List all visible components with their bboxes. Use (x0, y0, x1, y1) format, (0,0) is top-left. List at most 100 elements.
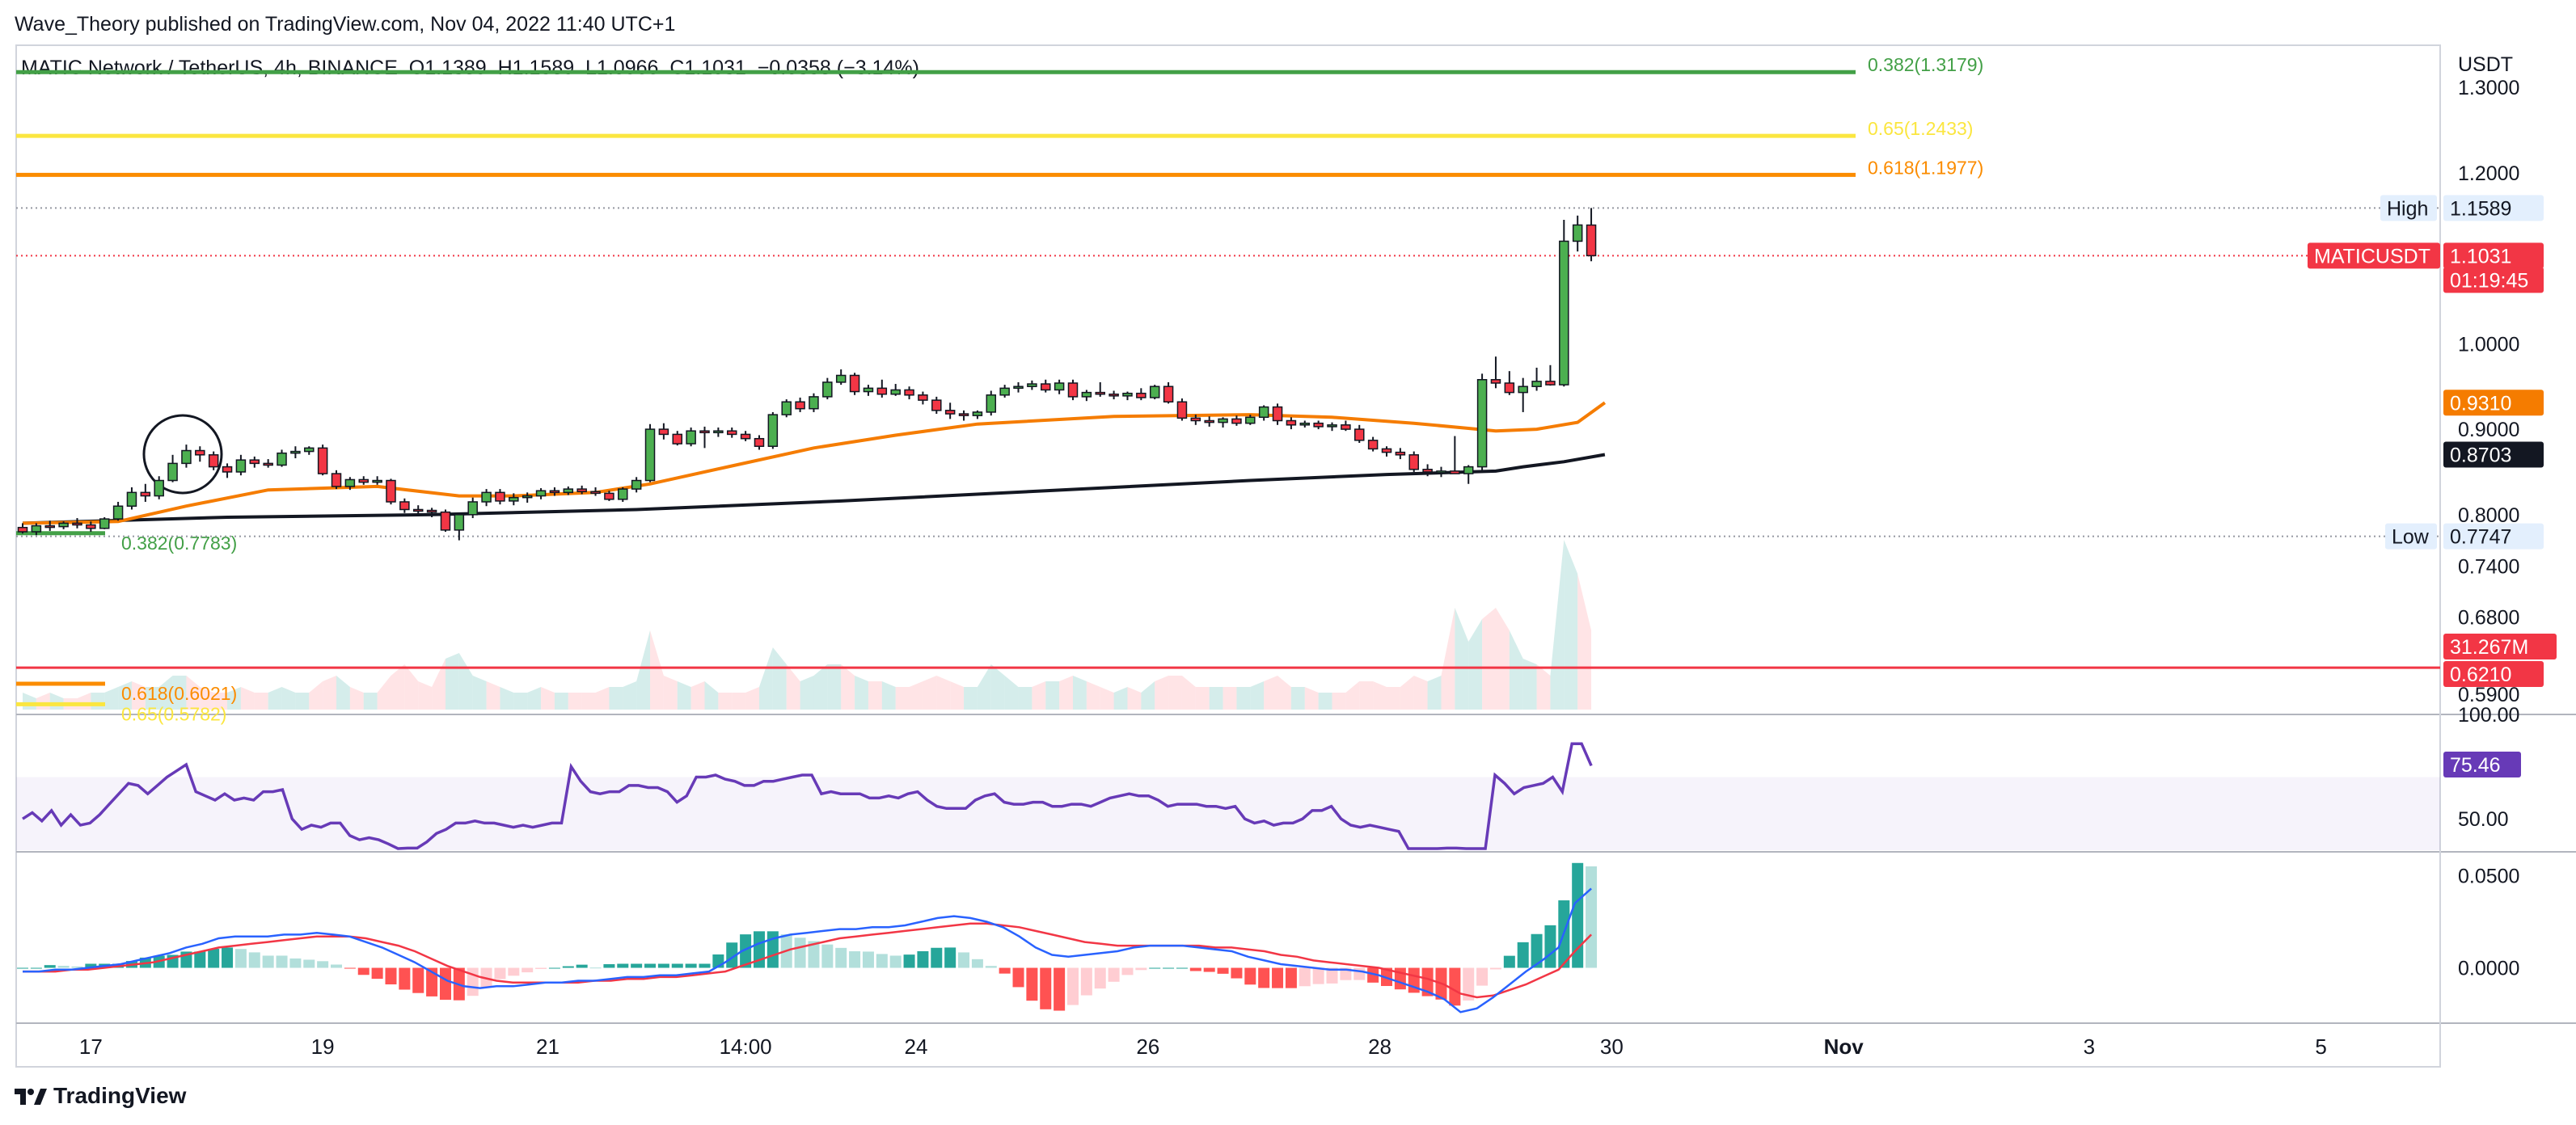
candle[interactable] (358, 476, 369, 485)
candle[interactable] (126, 487, 137, 510)
candle[interactable] (726, 427, 737, 438)
candle[interactable] (1041, 379, 1051, 393)
candle[interactable] (999, 385, 1010, 398)
candle[interactable] (1218, 417, 1228, 428)
candle[interactable] (958, 410, 969, 421)
candle[interactable] (1136, 388, 1147, 401)
candle[interactable] (1545, 364, 1556, 386)
candle[interactable] (835, 369, 847, 386)
candle[interactable] (918, 391, 928, 405)
candle[interactable] (1054, 379, 1065, 394)
candle[interactable] (740, 431, 751, 441)
candle[interactable] (1408, 451, 1419, 472)
candle[interactable] (876, 379, 888, 398)
candle[interactable] (331, 470, 342, 490)
candle[interactable] (235, 454, 247, 476)
candle[interactable] (590, 487, 601, 496)
branding[interactable]: TradingView (15, 1078, 186, 1114)
candle[interactable] (412, 505, 424, 515)
candle[interactable] (795, 397, 805, 412)
candle[interactable] (440, 509, 451, 532)
candle[interactable] (154, 476, 164, 499)
candle[interactable] (535, 488, 547, 499)
candle[interactable] (1504, 371, 1515, 395)
candle[interactable] (672, 431, 683, 446)
candle[interactable] (1272, 403, 1283, 425)
candle[interactable] (1450, 436, 1460, 474)
candle[interactable] (890, 384, 901, 396)
candle[interactable] (426, 508, 437, 517)
candle[interactable] (208, 451, 219, 470)
candle[interactable] (618, 487, 628, 502)
candle[interactable] (604, 491, 614, 501)
candle[interactable] (576, 485, 587, 495)
candle[interactable] (904, 386, 914, 400)
candle[interactable] (1027, 380, 1037, 390)
candle[interactable] (1518, 377, 1528, 412)
candle[interactable] (509, 493, 519, 506)
candle[interactable] (1095, 381, 1105, 397)
candle[interactable] (1572, 215, 1583, 252)
candle[interactable] (658, 423, 669, 440)
candle[interactable] (17, 523, 28, 534)
candle[interactable] (699, 426, 710, 449)
candle[interactable] (1231, 415, 1242, 426)
candle[interactable] (1476, 373, 1488, 470)
candle[interactable] (822, 377, 833, 400)
candle[interactable] (304, 446, 315, 455)
candle[interactable] (44, 520, 55, 531)
candle[interactable] (644, 423, 656, 482)
candle[interactable] (1586, 208, 1597, 262)
candle[interactable] (767, 411, 779, 449)
candle[interactable] (1299, 420, 1311, 428)
candle[interactable] (399, 498, 410, 513)
candle[interactable] (277, 449, 287, 467)
candle[interactable] (99, 516, 110, 529)
candle[interactable] (1395, 448, 1406, 460)
candle[interactable] (1354, 424, 1365, 443)
candle[interactable] (222, 463, 233, 478)
candle[interactable] (1176, 398, 1188, 421)
candle[interactable] (1067, 379, 1079, 401)
candle[interactable] (1190, 415, 1201, 425)
candle[interactable] (1436, 466, 1446, 478)
candle[interactable] (754, 435, 765, 450)
candle[interactable] (522, 492, 533, 504)
candle[interactable] (386, 478, 396, 505)
candle[interactable] (809, 393, 819, 412)
candle[interactable] (1149, 385, 1160, 400)
candle[interactable] (1422, 464, 1433, 477)
candle[interactable] (1245, 415, 1256, 425)
candle[interactable] (631, 477, 642, 493)
candle[interactable] (1367, 436, 1379, 452)
candle[interactable] (1490, 356, 1501, 389)
candle[interactable] (167, 454, 178, 482)
candle[interactable] (1531, 367, 1542, 391)
candle[interactable] (849, 373, 860, 395)
candle[interactable] (181, 445, 192, 468)
candle[interactable] (863, 385, 874, 396)
candle[interactable] (713, 427, 724, 437)
candle[interactable] (1122, 391, 1133, 401)
candle[interactable] (1313, 420, 1324, 430)
candle[interactable] (1109, 390, 1119, 400)
candle[interactable] (1258, 405, 1269, 421)
candle[interactable] (467, 497, 478, 519)
candle[interactable] (1341, 420, 1351, 432)
candle[interactable] (563, 486, 574, 495)
candle[interactable] (249, 456, 260, 468)
candle[interactable] (372, 476, 382, 485)
candle[interactable] (454, 514, 465, 541)
candle[interactable] (944, 402, 956, 419)
candle[interactable] (1286, 417, 1297, 430)
candle[interactable] (1081, 390, 1092, 402)
candle[interactable] (1013, 381, 1024, 393)
candle[interactable] (112, 501, 124, 521)
candle[interactable] (263, 459, 273, 468)
candle[interactable] (31, 523, 42, 536)
candle[interactable] (317, 445, 328, 476)
candle[interactable] (1204, 416, 1214, 427)
candle[interactable] (86, 521, 96, 532)
candle[interactable] (1163, 381, 1174, 404)
